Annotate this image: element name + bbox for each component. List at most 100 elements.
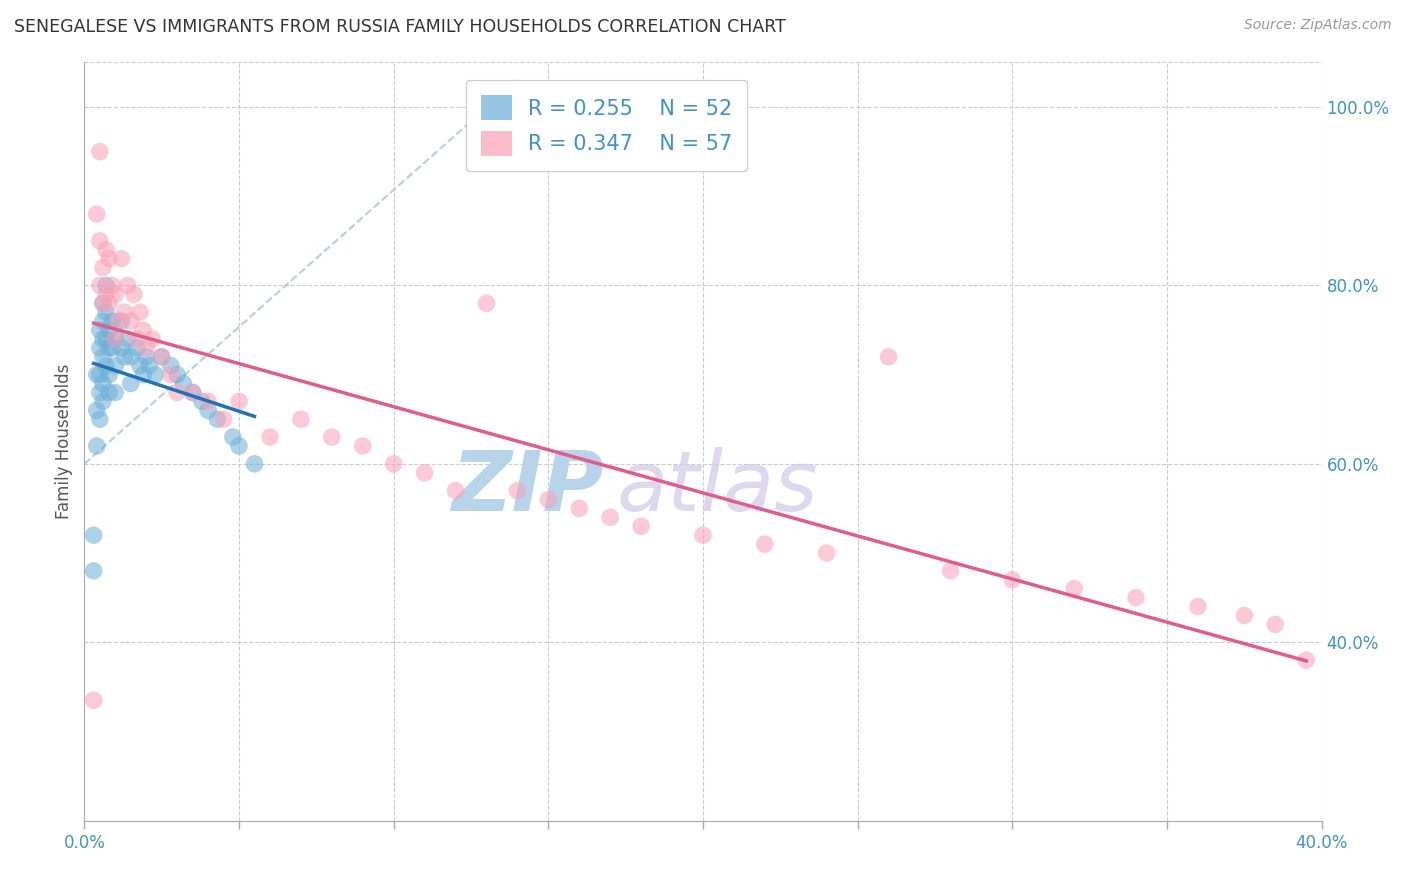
Point bbox=[166, 385, 188, 400]
Point bbox=[98, 296, 121, 310]
Point bbox=[107, 314, 129, 328]
Point bbox=[89, 278, 111, 293]
Point bbox=[1001, 573, 1024, 587]
Point bbox=[89, 341, 111, 355]
Point bbox=[104, 332, 127, 346]
Legend: R = 0.255    N = 52, R = 0.347    N = 57: R = 0.255 N = 52, R = 0.347 N = 57 bbox=[465, 80, 748, 171]
Point bbox=[228, 439, 250, 453]
Point bbox=[104, 332, 127, 346]
Point bbox=[132, 368, 155, 382]
Point bbox=[91, 296, 114, 310]
Point bbox=[83, 693, 105, 707]
Point bbox=[86, 403, 108, 417]
Point bbox=[172, 376, 194, 391]
Point bbox=[91, 350, 114, 364]
Point bbox=[94, 305, 117, 319]
Point bbox=[89, 145, 111, 159]
Point bbox=[98, 323, 121, 337]
Point bbox=[212, 412, 235, 426]
Point bbox=[1264, 617, 1286, 632]
Point bbox=[101, 341, 124, 355]
Point bbox=[89, 234, 111, 248]
Point bbox=[132, 323, 155, 337]
Point bbox=[150, 350, 173, 364]
Text: ZIP: ZIP bbox=[451, 447, 605, 527]
Point bbox=[506, 483, 529, 498]
Point bbox=[125, 332, 148, 346]
Point bbox=[166, 368, 188, 382]
Point bbox=[228, 394, 250, 409]
Point bbox=[104, 359, 127, 373]
Point bbox=[568, 501, 591, 516]
Point bbox=[110, 252, 132, 266]
Point bbox=[444, 483, 467, 498]
Point bbox=[117, 278, 139, 293]
Point bbox=[120, 350, 142, 364]
Point bbox=[599, 510, 621, 524]
Point bbox=[89, 323, 111, 337]
Point bbox=[197, 394, 219, 409]
Text: Source: ZipAtlas.com: Source: ZipAtlas.com bbox=[1244, 18, 1392, 32]
Point bbox=[413, 466, 436, 480]
Point bbox=[259, 430, 281, 444]
Point bbox=[122, 287, 145, 301]
Point bbox=[94, 278, 117, 293]
Point bbox=[138, 359, 160, 373]
Point bbox=[91, 376, 114, 391]
Point bbox=[98, 368, 121, 382]
Point bbox=[114, 350, 136, 364]
Point bbox=[94, 287, 117, 301]
Point bbox=[815, 546, 838, 560]
Point bbox=[135, 341, 157, 355]
Point bbox=[475, 296, 498, 310]
Point bbox=[94, 332, 117, 346]
Point bbox=[125, 341, 148, 355]
Point bbox=[110, 314, 132, 328]
Point bbox=[207, 412, 229, 426]
Point bbox=[382, 457, 405, 471]
Point bbox=[290, 412, 312, 426]
Point bbox=[91, 314, 114, 328]
Point bbox=[692, 528, 714, 542]
Point bbox=[181, 385, 204, 400]
Point bbox=[104, 385, 127, 400]
Point bbox=[98, 385, 121, 400]
Point bbox=[630, 519, 652, 533]
Point bbox=[129, 359, 152, 373]
Point bbox=[160, 368, 183, 382]
Point bbox=[321, 430, 343, 444]
Point bbox=[1125, 591, 1147, 605]
Point bbox=[91, 260, 114, 275]
Text: atlas: atlas bbox=[616, 447, 818, 527]
Point bbox=[114, 305, 136, 319]
Point bbox=[129, 305, 152, 319]
Point bbox=[537, 492, 560, 507]
Y-axis label: Family Households: Family Households bbox=[55, 364, 73, 519]
Point bbox=[91, 394, 114, 409]
Point bbox=[89, 412, 111, 426]
Point bbox=[1295, 653, 1317, 667]
Point bbox=[135, 350, 157, 364]
Point bbox=[110, 341, 132, 355]
Point bbox=[89, 385, 111, 400]
Point bbox=[94, 243, 117, 257]
Point bbox=[352, 439, 374, 453]
Point bbox=[120, 376, 142, 391]
Point bbox=[1233, 608, 1256, 623]
Point bbox=[117, 332, 139, 346]
Point bbox=[877, 350, 900, 364]
Point bbox=[222, 430, 245, 444]
Point bbox=[104, 287, 127, 301]
Point bbox=[98, 252, 121, 266]
Point bbox=[94, 359, 117, 373]
Point bbox=[101, 278, 124, 293]
Point bbox=[120, 314, 142, 328]
Point bbox=[160, 359, 183, 373]
Point bbox=[86, 439, 108, 453]
Point bbox=[98, 341, 121, 355]
Point bbox=[83, 528, 105, 542]
Point bbox=[754, 537, 776, 551]
Point bbox=[197, 403, 219, 417]
Point bbox=[1063, 582, 1085, 596]
Point bbox=[89, 368, 111, 382]
